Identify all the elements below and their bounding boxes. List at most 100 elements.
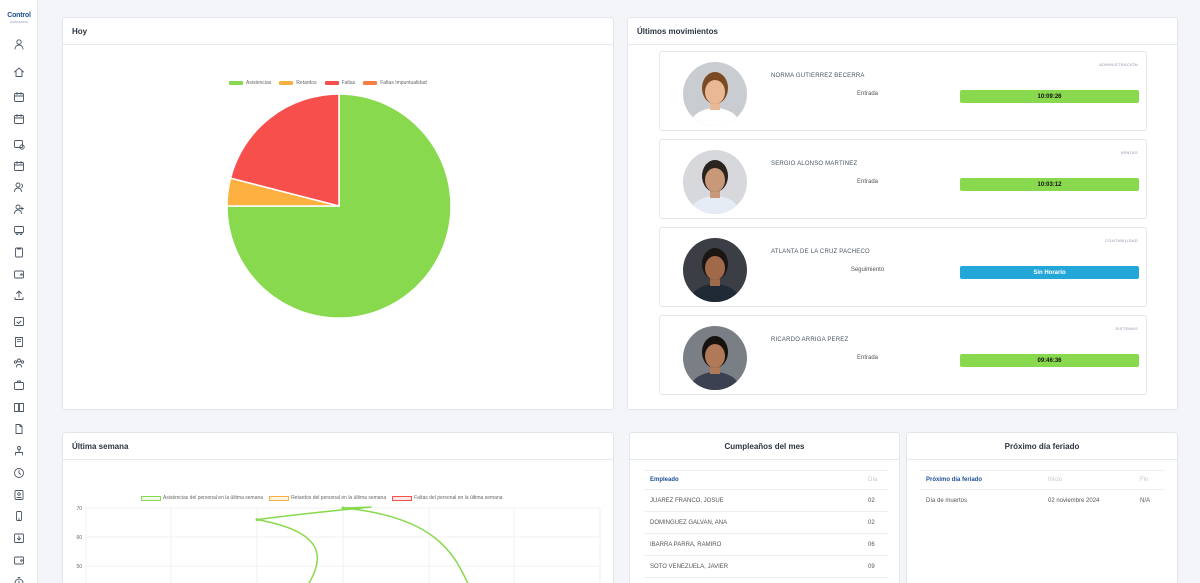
legend-label: Faltas Impuntualidad <box>380 80 427 86</box>
legend-swatch <box>269 495 290 501</box>
document-icon[interactable] <box>13 423 25 435</box>
bus-icon[interactable] <box>13 224 25 236</box>
movement-type: Entrada <box>856 179 878 185</box>
download-icon[interactable] <box>13 532 25 544</box>
employee-cell: DOMINGUEZ GALVAN, ANA <box>650 519 728 526</box>
semana-title: Última semana <box>63 433 613 460</box>
calendar-clock-icon[interactable] <box>13 138 25 150</box>
data-point[interactable] <box>255 518 259 522</box>
avatar <box>683 238 747 302</box>
attendance-pie-chart <box>226 93 452 319</box>
team-icon[interactable] <box>13 357 25 369</box>
table-row: SOTO VENEZUELA, JAVIER 09 <box>644 556 888 578</box>
legend-label: Retardos <box>296 80 317 86</box>
time-badge: 10:03:12 <box>960 178 1139 191</box>
line-legend-item[interactable]: Asistencias del personal en la última se… <box>141 495 263 501</box>
calendar-check-icon[interactable] <box>13 315 25 327</box>
employee-cell: IBARRA PARRA, RAMIRO <box>650 541 722 548</box>
pie-legend-item[interactable]: Retardos <box>279 80 317 86</box>
line-legend-item[interactable]: Retardos del personal en la última seman… <box>269 495 386 501</box>
employee-name: ATLANTA DE LA CRUZ PACHECO <box>771 249 870 255</box>
header-empleado[interactable]: Empleado <box>650 477 679 483</box>
table-row: DOMINGUEZ GALVAN, ANA 02 <box>644 512 888 534</box>
line-legend-item[interactable]: Faltas del personal en la última semana <box>392 495 503 501</box>
calendar-icon[interactable] <box>13 113 25 125</box>
user-plus-icon[interactable] <box>13 203 25 215</box>
movimientos-title: Últimos movimientos <box>628 18 1177 45</box>
pie-legend-item[interactable]: Faltas <box>324 80 355 86</box>
day-cell: 06 <box>868 541 875 548</box>
pie-slice-faltas[interactable] <box>229 93 340 207</box>
header-inicio[interactable]: Inicio <box>1048 477 1063 483</box>
phone-icon[interactable] <box>13 510 25 522</box>
pie-legend-item[interactable]: Asistencias <box>229 80 271 86</box>
employee-cell: JUAREZ FRANCO, JOSUE <box>650 497 724 504</box>
legend-swatch <box>392 495 413 501</box>
table-row: Día de muertos 02 noviembre 2024 N/A <box>920 490 1165 512</box>
avatar <box>683 150 747 214</box>
legend-label: Retardos del personal en la última seman… <box>291 495 387 501</box>
avatar <box>683 62 747 126</box>
pie-legend-item[interactable]: Faltas Impuntualidad <box>363 80 427 86</box>
holiday-name-cell: Día de muertos <box>926 498 968 504</box>
legend-swatch <box>324 81 339 85</box>
avatar <box>683 326 747 390</box>
movement-type: Seguimiento <box>850 267 885 273</box>
weekly-line-chart: 70 60 50 <box>76 506 601 583</box>
data-point[interactable] <box>341 506 345 510</box>
timer-icon[interactable] <box>13 576 25 583</box>
app-logo[interactable]: Control ASISTENCIA <box>5 12 33 24</box>
y-tick-label: 50 <box>76 564 82 570</box>
users-icon[interactable] <box>13 181 25 193</box>
home-icon[interactable] <box>13 66 25 78</box>
department-label: CONTABILIDAD <box>1105 238 1138 243</box>
logo-subtext: ASISTENCIA <box>10 20 28 24</box>
day-cell: 02 <box>868 497 875 504</box>
movement-item[interactable]: ADMINISTRACIÓN NORMA GUTIERREZ BECERRA Ent… <box>659 51 1147 131</box>
employee-cell: SOTO VENEZUELA, JAVIER <box>650 563 729 570</box>
employee-name: SERGIO ALONSO MARTINEZ <box>771 161 858 167</box>
movement-type: Entrada <box>856 91 878 97</box>
movement-item[interactable]: VENTAS SERGIO ALONSO MARTINEZ Entrada 10:03… <box>659 139 1147 219</box>
series-line-asistencias <box>256 506 469 583</box>
wallet-icon[interactable] <box>13 554 25 566</box>
user-icon[interactable] <box>13 38 25 50</box>
legend-swatch <box>229 81 243 85</box>
header-dia[interactable]: Día <box>868 477 878 483</box>
legend-swatch <box>279 81 294 85</box>
upload-icon[interactable] <box>13 289 25 301</box>
line-legend: Asistencias del personal en la última se… <box>141 495 503 501</box>
org-chart-icon[interactable] <box>13 445 25 457</box>
feriado-title: Próximo día feriado <box>907 433 1177 460</box>
clipboard-icon[interactable] <box>13 246 25 258</box>
clock-icon[interactable] <box>13 467 25 479</box>
employee-name: RICARDO ARRIGA PEREZ <box>771 337 849 343</box>
calendar-icon[interactable] <box>13 91 25 103</box>
holiday-start-cell: 02 noviembre 2024 <box>1048 498 1100 504</box>
time-badge: Sin Horario <box>960 266 1139 279</box>
briefcase-icon[interactable] <box>13 379 25 391</box>
wallet-icon[interactable] <box>13 268 25 280</box>
hoy-title: Hoy <box>63 18 613 45</box>
time-badge: 10:09:26 <box>960 90 1139 103</box>
id-card-icon[interactable] <box>13 489 25 501</box>
cumple-card: Cumpleaños del mes Empleado Día JUAREZ F… <box>629 432 900 583</box>
movement-item[interactable]: SISTEMAS RICARDO ARRIGA PEREZ Entrada 09:46… <box>659 315 1147 395</box>
header-fin[interactable]: Fin <box>1140 477 1149 483</box>
table-row: IBARRA PARRA, RAMIRO 06 <box>644 534 888 556</box>
table-row: JUAREZ FRANCO, JOSUE 02 <box>644 490 888 512</box>
department-label: ADMINISTRACIÓN <box>1099 62 1138 67</box>
y-tick-label: 60 <box>76 535 82 541</box>
day-cell: 02 <box>868 519 875 526</box>
pie-legend: Asistencias Retardos Faltas Faltas Impuntua… <box>229 80 427 86</box>
department-label: VENTAS <box>1120 150 1138 155</box>
department-label: SISTEMAS <box>1115 326 1138 331</box>
cumple-header-row: Empleado Día <box>644 470 888 490</box>
legend-swatch <box>363 81 378 85</box>
calendar-icon[interactable] <box>13 160 25 172</box>
legend-label: Asistencias del personal en la última se… <box>163 495 264 501</box>
movement-item[interactable]: CONTABILIDAD ATLANTA DE LA CRUZ PACHECO Se… <box>659 227 1147 307</box>
book-icon[interactable] <box>13 401 25 413</box>
building-icon[interactable] <box>13 336 25 348</box>
header-feriado[interactable]: Próximo día feriado <box>926 477 983 483</box>
